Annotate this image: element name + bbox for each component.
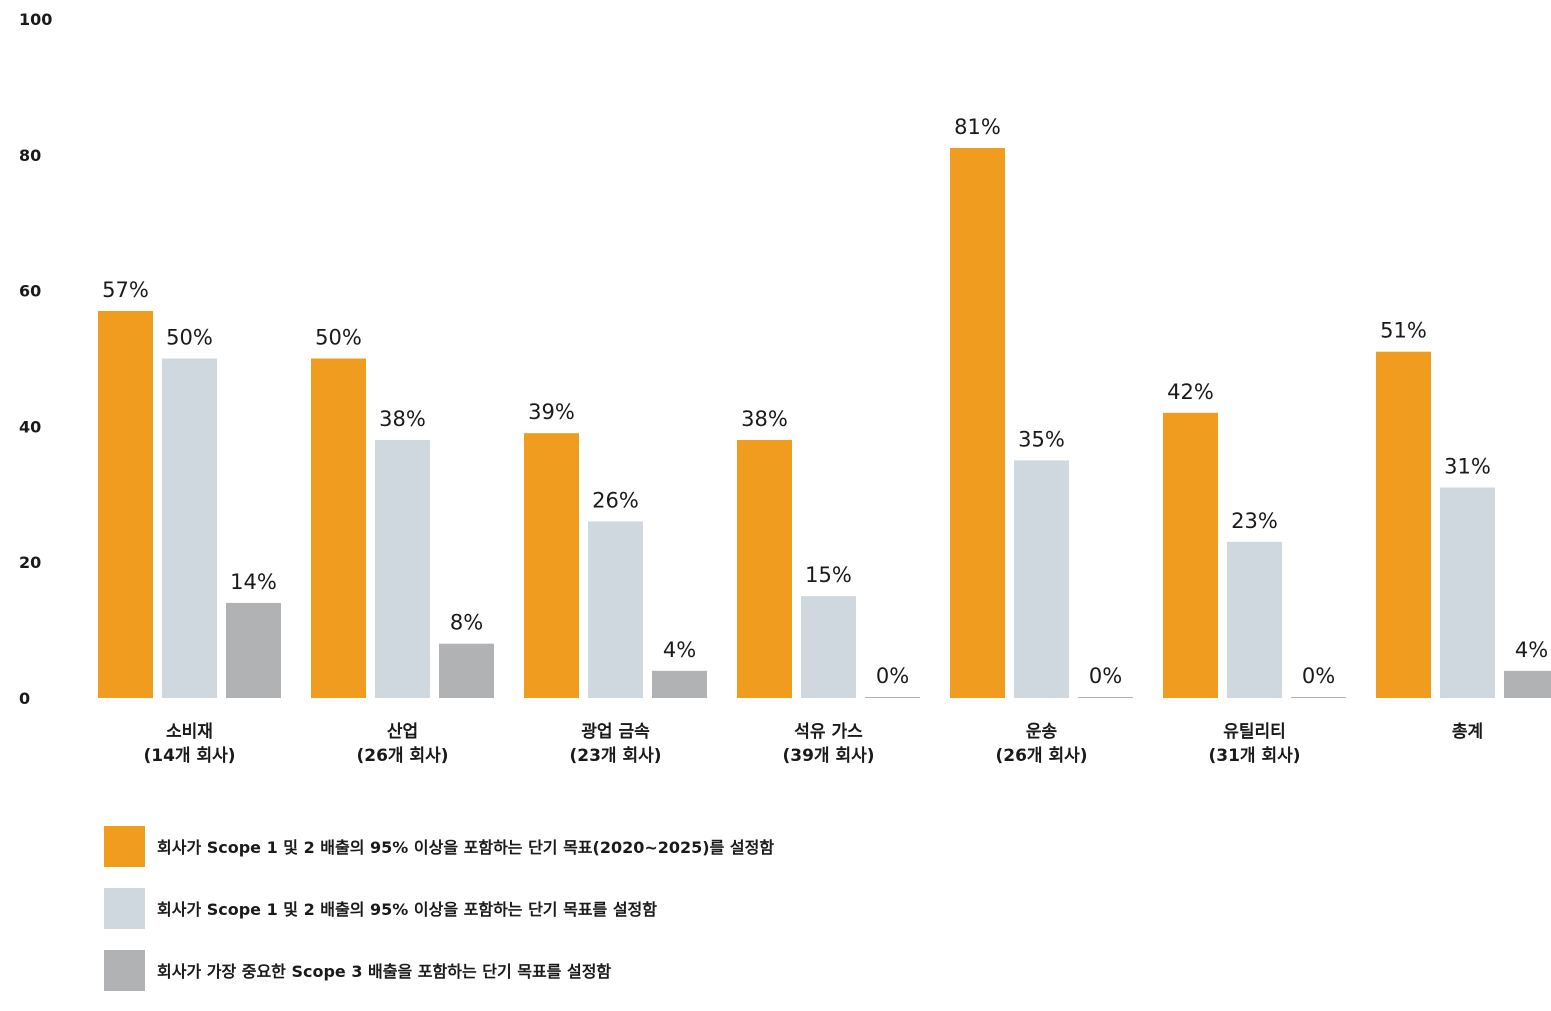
bar [1291,697,1346,698]
bar [1078,697,1133,698]
bar [1227,541,1282,698]
x-category-label: 광업 금속 [581,722,650,742]
x-category-label: 산업 [387,722,418,742]
y-tick-label: 80 [19,146,41,165]
x-category-label: (23개 회사) [569,746,661,766]
bar [439,643,494,698]
x-category-label: (14개 회사) [143,746,235,766]
legend-item-scope12-2020-2025: 회사가 Scope 1 및 2 배출의 95% 이상을 포함하는 단기 목표(2… [104,825,774,867]
bar [652,670,707,698]
bar [98,310,153,698]
legend: 회사가 Scope 1 및 2 배출의 95% 이상을 포함하는 단기 목표(2… [104,825,774,1011]
legend-swatch-light-gray [104,887,145,929]
data-label: 26% [592,488,639,512]
data-label: 35% [1018,427,1065,451]
data-label: 14% [230,570,277,594]
y-tick-label: 40 [19,417,41,436]
bar [865,697,920,698]
x-category-label: 석유 가스 [794,722,863,742]
data-label: 4% [663,638,696,662]
data-label: 38% [741,407,788,431]
y-tick-label: 100 [19,10,52,29]
bar [1014,460,1069,698]
x-category-label: (39개 회사) [782,746,874,766]
bar [375,439,430,698]
bar [1504,670,1551,698]
bar [801,596,856,698]
y-tick-label: 0 [19,689,30,708]
data-label: 42% [1167,380,1214,404]
legend-label: 회사가 Scope 1 및 2 배출의 95% 이상을 포함하는 단기 목표(2… [157,838,775,857]
x-category-label: 총계 [1452,722,1483,742]
x-category-label: 운송 [1026,722,1058,742]
x-category-label: 소비재 [166,722,213,742]
data-label: 4% [1515,638,1548,662]
bar [524,433,579,698]
data-label: 50% [315,326,362,350]
data-label: 0% [1089,664,1122,688]
legend-label: 회사가 가장 중요한 Scope 3 배출을 포함하는 단기 목표를 설정함 [157,962,612,981]
data-label: 81% [954,115,1001,139]
data-label: 31% [1444,455,1491,479]
data-label: 38% [379,407,426,431]
data-label: 8% [450,611,483,635]
data-label: 51% [1380,319,1427,343]
legend-item-scope3: 회사가 가장 중요한 Scope 3 배출을 포함하는 단기 목표를 설정함 [104,949,774,991]
y-tick-label: 60 [19,282,41,301]
bar-chart: 0 20 40 60 80 100 57% 50% 14% 소비재 (14개 회사) 50% 38% 8%… [19,10,1551,766]
data-label: 15% [805,563,852,587]
bar [162,358,217,698]
data-label: 0% [1302,664,1335,688]
bar [950,148,1005,698]
y-tick-label: 20 [19,553,41,572]
data-label: 57% [102,278,149,302]
data-label: 0% [876,664,909,688]
bar [588,521,643,698]
legend-label: 회사가 Scope 1 및 2 배출의 95% 이상을 포함하는 단기 목표를 … [157,900,657,919]
legend-swatch-gray [104,949,145,991]
legend-swatch-orange [104,825,145,867]
x-category-label: (26개 회사) [995,746,1087,766]
x-category-label: 유틸리티 [1223,721,1286,742]
data-label: 50% [166,326,213,350]
x-category-label: (26개 회사) [356,746,448,766]
bar [311,358,366,698]
bar [737,439,792,698]
bar [1440,487,1495,698]
data-label: 39% [528,400,575,424]
data-label: 23% [1231,509,1278,533]
x-category-label: (31개 회사) [1208,746,1300,766]
bar [226,602,281,698]
legend-item-scope12: 회사가 Scope 1 및 2 배출의 95% 이상을 포함하는 단기 목표를 … [104,887,774,929]
bar [1163,412,1218,698]
bar [1376,351,1431,698]
